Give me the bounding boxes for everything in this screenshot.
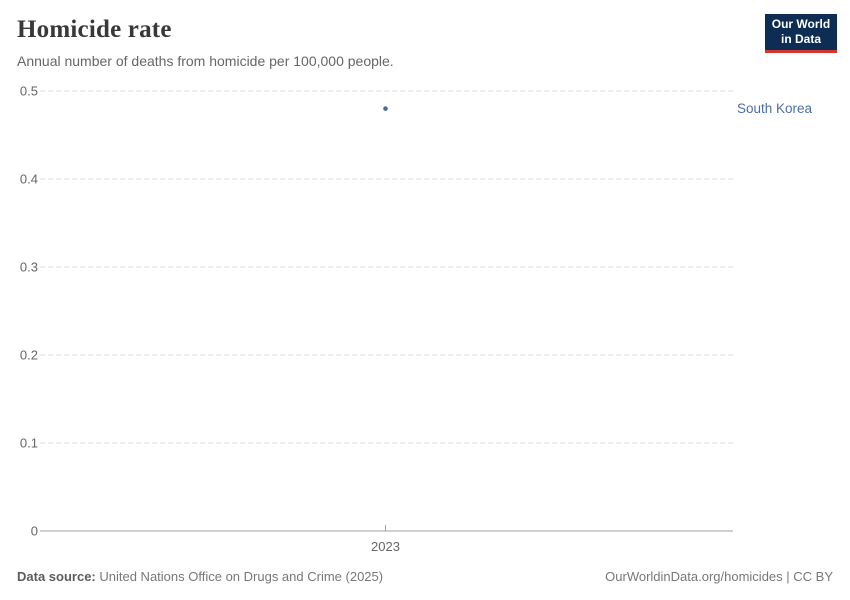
data-source-label: Data source:	[17, 569, 96, 584]
owid-logo[interactable]: Our World in Data	[765, 14, 837, 53]
data-source-text: United Nations Office on Drugs and Crime…	[95, 569, 384, 584]
chart-subtitle: Annual number of deaths from homicide pe…	[17, 53, 394, 69]
y-tick-label: 0.3	[20, 260, 38, 275]
owid-logo-line2: in Data	[780, 32, 821, 46]
chart-footer: Data source: United Nations Office on Dr…	[17, 569, 833, 584]
y-tick-label: 0.4	[20, 172, 38, 187]
y-tick-label: 0	[31, 524, 38, 539]
y-tick-label: 0.1	[20, 436, 38, 451]
x-tick-label: 2023	[371, 539, 400, 554]
y-tick-label: 0.2	[20, 348, 38, 363]
page-title: Homicide rate	[17, 16, 172, 43]
license-note[interactable]: OurWorldinData.org/homicides | CC BY	[605, 569, 833, 584]
data-point[interactable]	[383, 106, 388, 111]
y-tick-label: 0.5	[20, 84, 38, 99]
chart-header: Homicide rate Annual number of deaths fr…	[17, 15, 747, 70]
entity-label[interactable]: South Korea	[737, 101, 813, 116]
owid-logo-line1: Our World	[771, 17, 831, 31]
data-source: Data source: United Nations Office on Dr…	[17, 569, 383, 584]
